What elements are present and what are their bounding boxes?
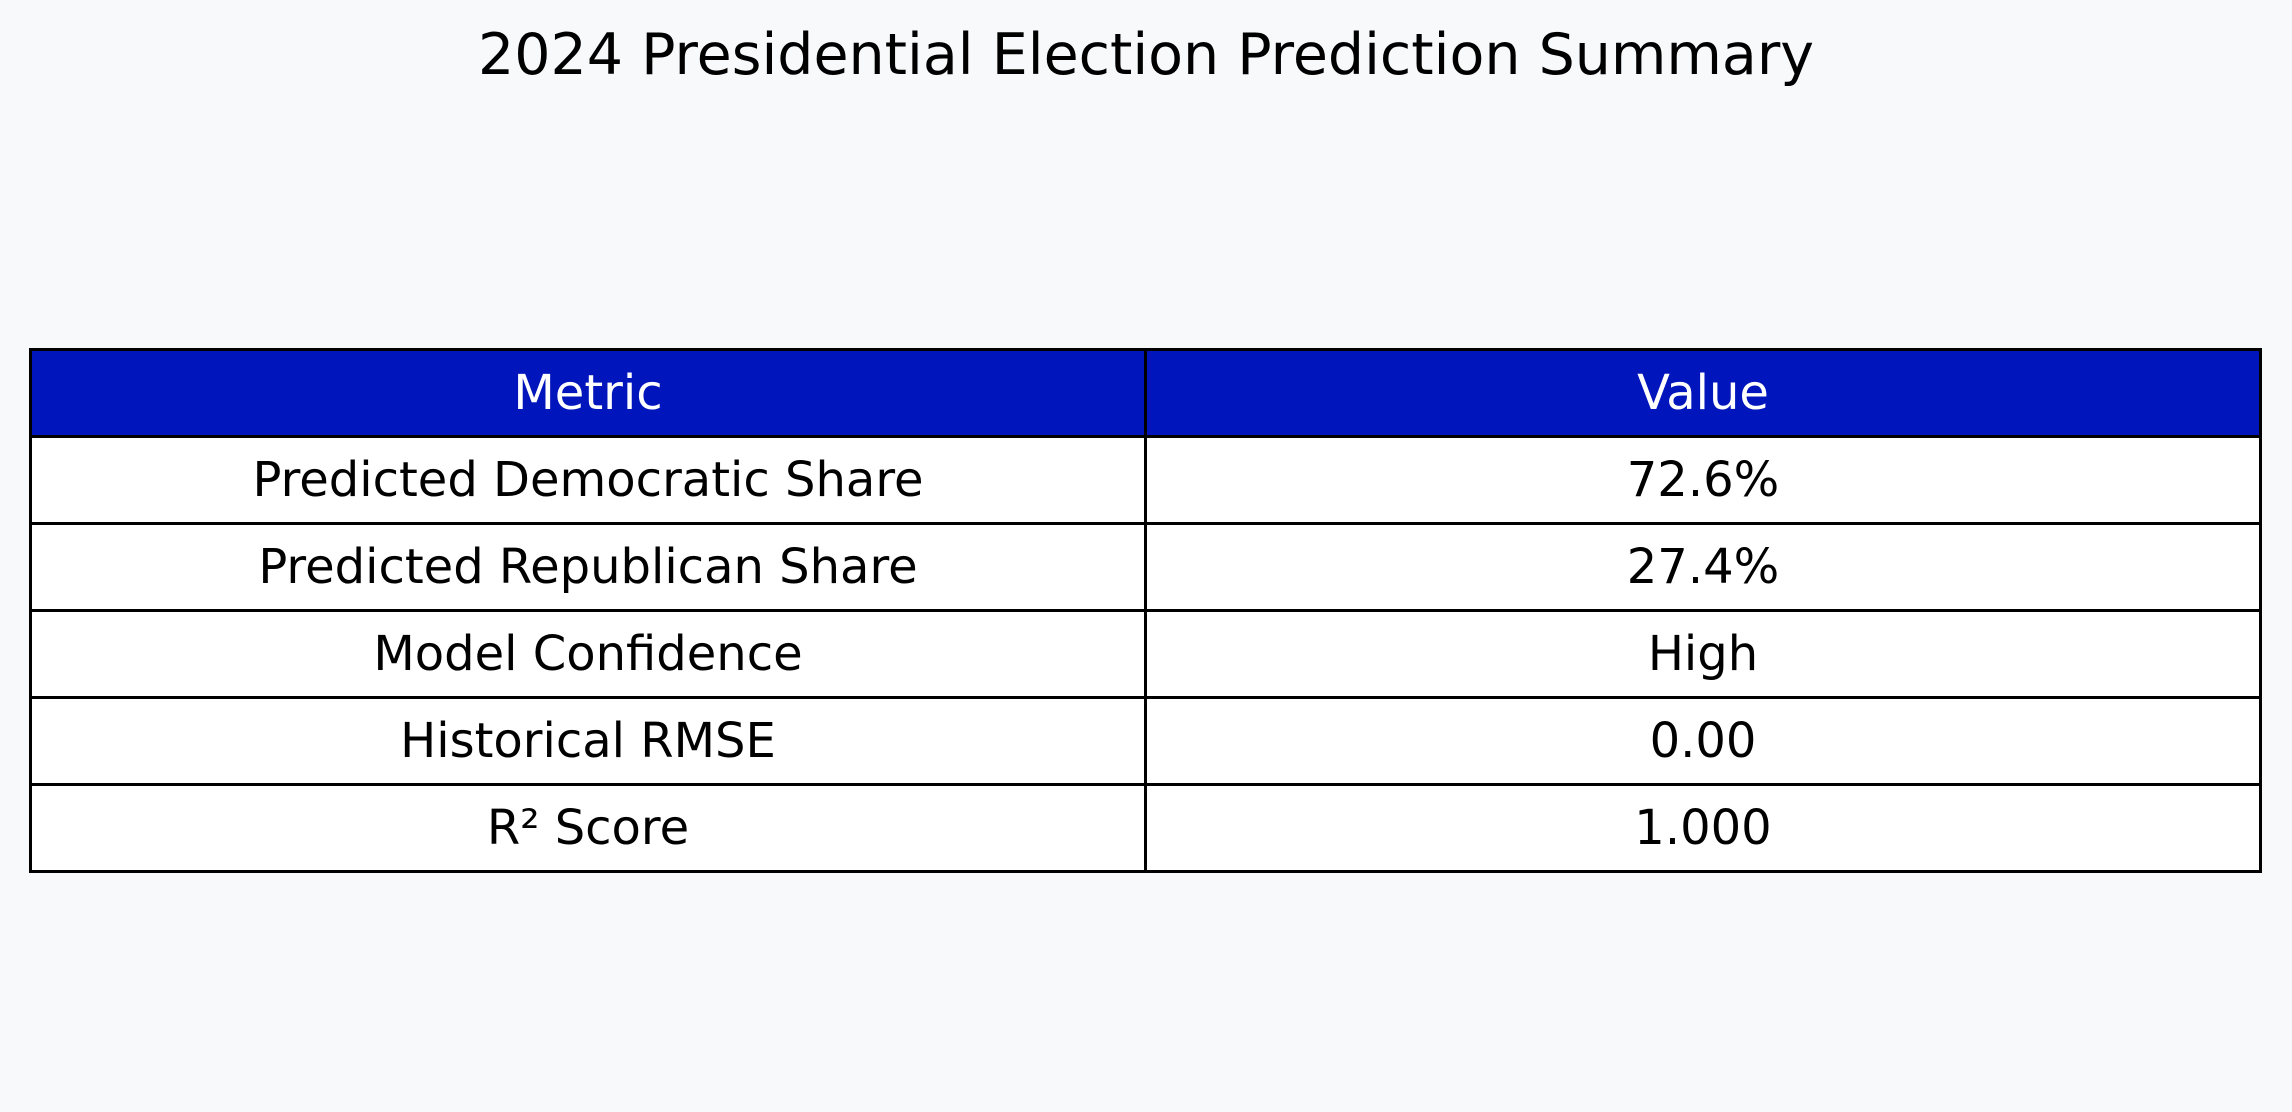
- table-header-row: Metric Value: [29, 348, 2262, 438]
- value-cell: 72.6%: [1144, 435, 2262, 525]
- column-header-value: Value: [1144, 348, 2262, 438]
- value-cell: 1.000: [1144, 783, 2262, 873]
- metric-cell: Historical RMSE: [29, 696, 1147, 786]
- value-cell: 0.00: [1144, 696, 2262, 786]
- table-row: Historical RMSE 0.00: [29, 696, 2262, 786]
- table-row: R² Score 1.000: [29, 783, 2262, 873]
- table-row: Model Confidence High: [29, 609, 2262, 699]
- metric-cell: Model Confidence: [29, 609, 1147, 699]
- value-cell: High: [1144, 609, 2262, 699]
- chart-title: 2024 Presidential Election Prediction Su…: [477, 22, 1815, 88]
- summary-table: Metric Value Predicted Democratic Share …: [29, 348, 2262, 873]
- metric-cell: Predicted Republican Share: [29, 522, 1147, 612]
- value-cell: 27.4%: [1144, 522, 2262, 612]
- column-header-metric: Metric: [29, 348, 1147, 438]
- metric-cell: Predicted Democratic Share: [29, 435, 1147, 525]
- table-row: Predicted Democratic Share 72.6%: [29, 435, 2262, 525]
- metric-cell: R² Score: [29, 783, 1147, 873]
- table-row: Predicted Republican Share 27.4%: [29, 522, 2262, 612]
